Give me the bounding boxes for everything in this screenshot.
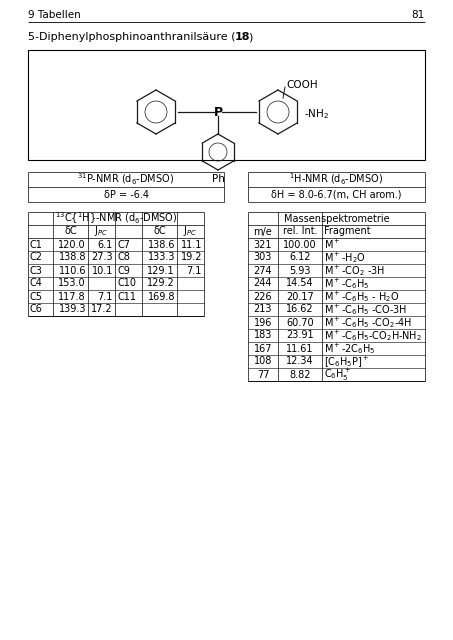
Text: 12.34: 12.34: [286, 356, 314, 367]
Text: J$_{PC}$: J$_{PC}$: [183, 225, 198, 239]
Text: δC: δC: [64, 227, 77, 237]
Text: 17.2: 17.2: [92, 305, 113, 314]
Text: 14.54: 14.54: [286, 278, 314, 289]
Text: 16.62: 16.62: [286, 305, 314, 314]
Text: 133.3: 133.3: [148, 253, 175, 262]
Text: 5.93: 5.93: [289, 266, 311, 275]
Text: M$^+$-H$_2$O: M$^+$-H$_2$O: [324, 250, 366, 265]
Text: M$^+$-C$_6$H$_5$ -CO-3H: M$^+$-C$_6$H$_5$ -CO-3H: [324, 302, 407, 317]
Text: 20.17: 20.17: [286, 291, 314, 301]
Text: 19.2: 19.2: [180, 253, 202, 262]
Text: Massenspektrometrie: Massenspektrometrie: [284, 214, 389, 223]
Bar: [28, 50, 425, 160]
Text: $^{1}$H-NMR (d$_6$-DMSO): $^{1}$H-NMR (d$_6$-DMSO): [289, 172, 384, 187]
Text: 139.3: 139.3: [58, 305, 86, 314]
Text: C8: C8: [117, 253, 130, 262]
Text: 274: 274: [254, 266, 272, 275]
Text: 110.6: 110.6: [58, 266, 86, 275]
Text: 129.2: 129.2: [147, 278, 175, 289]
Text: rel. Int.: rel. Int.: [283, 227, 317, 237]
Text: J$_{PC}$: J$_{PC}$: [94, 225, 109, 239]
Text: 120.0: 120.0: [58, 239, 86, 250]
Text: C11: C11: [117, 291, 136, 301]
Text: 167: 167: [254, 344, 272, 353]
Text: 196: 196: [254, 317, 272, 328]
Text: 213: 213: [254, 305, 272, 314]
Text: [C$_6$H$_5$P]$^+$: [C$_6$H$_5$P]$^+$: [324, 354, 369, 369]
Text: 11.1: 11.1: [181, 239, 202, 250]
Text: C10: C10: [117, 278, 136, 289]
Text: 81: 81: [412, 10, 425, 20]
Text: C5: C5: [30, 291, 43, 301]
Text: -NH$_2$: -NH$_2$: [304, 107, 329, 121]
Text: M$^+$-C$_6$H$_5$-CO$_2$H-NH$_2$: M$^+$-C$_6$H$_5$-CO$_2$H-NH$_2$: [324, 328, 422, 343]
Text: C$_6$H$_5^+$: C$_6$H$_5^+$: [324, 367, 351, 383]
Text: 27.3: 27.3: [92, 253, 113, 262]
Text: C7: C7: [117, 239, 130, 250]
Text: Fragment: Fragment: [324, 227, 371, 237]
Text: 9 Tabellen: 9 Tabellen: [28, 10, 81, 20]
Text: M$^+$-CO$_2$ -3H: M$^+$-CO$_2$ -3H: [324, 263, 385, 278]
Text: M$^+$: M$^+$: [324, 238, 341, 251]
Text: 138.6: 138.6: [148, 239, 175, 250]
Text: Ph: Ph: [212, 174, 224, 184]
Text: 10.1: 10.1: [92, 266, 113, 275]
Text: 60.70: 60.70: [286, 317, 314, 328]
Text: δP = -6.4: δP = -6.4: [103, 189, 149, 200]
Text: 11.61: 11.61: [286, 344, 314, 353]
Text: C4: C4: [30, 278, 43, 289]
Text: 244: 244: [254, 278, 272, 289]
Text: C3: C3: [30, 266, 43, 275]
Text: P: P: [213, 106, 222, 118]
Text: 183: 183: [254, 330, 272, 340]
Text: 8.82: 8.82: [289, 369, 311, 380]
Text: 153.0: 153.0: [58, 278, 86, 289]
Text: 117.8: 117.8: [58, 291, 86, 301]
Text: ): ): [248, 32, 252, 42]
Text: M$^+$-C$_6$H$_5$: M$^+$-C$_6$H$_5$: [324, 276, 370, 291]
Text: 7.1: 7.1: [187, 266, 202, 275]
Text: 100.00: 100.00: [283, 239, 317, 250]
Text: δH = 8.0-6.7(m, CH arom.): δH = 8.0-6.7(m, CH arom.): [271, 189, 402, 200]
Text: C9: C9: [117, 266, 130, 275]
Text: 321: 321: [254, 239, 272, 250]
Text: 169.8: 169.8: [148, 291, 175, 301]
Text: C6: C6: [30, 305, 43, 314]
Text: 23.91: 23.91: [286, 330, 314, 340]
Text: 6.12: 6.12: [289, 253, 311, 262]
Text: 129.1: 129.1: [147, 266, 175, 275]
Text: 226: 226: [254, 291, 272, 301]
Text: $^{31}$P-NMR (d$_6$-DMSO): $^{31}$P-NMR (d$_6$-DMSO): [77, 172, 174, 187]
Text: M$^+$-C$_6$H$_5$ - H$_2$O: M$^+$-C$_6$H$_5$ - H$_2$O: [324, 289, 399, 304]
Text: 77: 77: [257, 369, 269, 380]
Text: 303: 303: [254, 253, 272, 262]
Text: δC: δC: [153, 227, 166, 237]
Text: COOH: COOH: [286, 80, 318, 90]
Text: 6.1: 6.1: [98, 239, 113, 250]
Text: C1: C1: [30, 239, 43, 250]
Text: m/e: m/e: [254, 227, 272, 237]
Text: M$^+$-C$_6$H$_5$ -CO$_2$-4H: M$^+$-C$_6$H$_5$ -CO$_2$-4H: [324, 315, 412, 330]
Text: 7.1: 7.1: [98, 291, 113, 301]
Text: 108: 108: [254, 356, 272, 367]
Text: $^{13}$C{$^{1}$H}-NMR (d$_6$-DMSO): $^{13}$C{$^{1}$H}-NMR (d$_6$-DMSO): [55, 211, 177, 227]
Text: M$^+$-2C$_6$H$_5$: M$^+$-2C$_6$H$_5$: [324, 341, 376, 356]
Text: 138.8: 138.8: [58, 253, 86, 262]
Text: 5-Diphenylphosphinoanthranilsäure (: 5-Diphenylphosphinoanthranilsäure (: [28, 32, 236, 42]
Text: 18: 18: [235, 32, 251, 42]
Text: C2: C2: [30, 253, 43, 262]
